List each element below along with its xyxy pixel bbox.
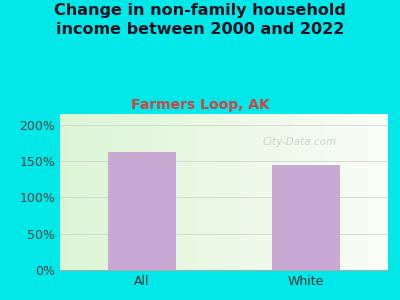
Bar bbox=[272, 165, 340, 270]
Text: Change in non-family household
income between 2000 and 2022: Change in non-family household income be… bbox=[54, 3, 346, 37]
Text: City-Data.com: City-Data.com bbox=[262, 137, 336, 147]
Bar bbox=[108, 152, 176, 270]
Text: Farmers Loop, AK: Farmers Loop, AK bbox=[131, 98, 269, 112]
